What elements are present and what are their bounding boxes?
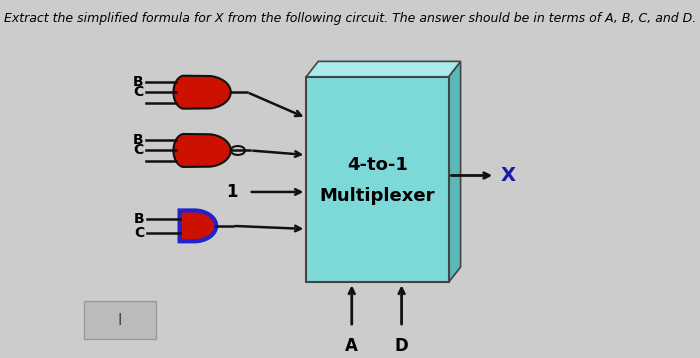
Text: B: B <box>134 212 144 226</box>
Text: 1: 1 <box>226 183 238 201</box>
Text: D: D <box>395 337 408 355</box>
Text: C: C <box>134 226 144 240</box>
Text: X: X <box>500 166 516 185</box>
Polygon shape <box>174 76 231 109</box>
Text: A: A <box>345 337 358 355</box>
Text: C: C <box>133 144 144 158</box>
Text: I: I <box>118 313 122 328</box>
Text: 4-to-1: 4-to-1 <box>347 156 408 174</box>
Text: Multiplexer: Multiplexer <box>320 187 435 205</box>
Text: Extract the simplified formula for X from the following circuit. The answer shou: Extract the simplified formula for X fro… <box>4 12 696 25</box>
FancyBboxPatch shape <box>85 301 155 339</box>
Circle shape <box>231 146 245 155</box>
Polygon shape <box>306 77 449 282</box>
Polygon shape <box>174 134 231 167</box>
Text: B: B <box>133 74 144 88</box>
Polygon shape <box>306 61 461 77</box>
Polygon shape <box>180 211 216 241</box>
Text: C: C <box>133 85 144 99</box>
Text: B: B <box>133 133 144 147</box>
Polygon shape <box>449 61 461 282</box>
